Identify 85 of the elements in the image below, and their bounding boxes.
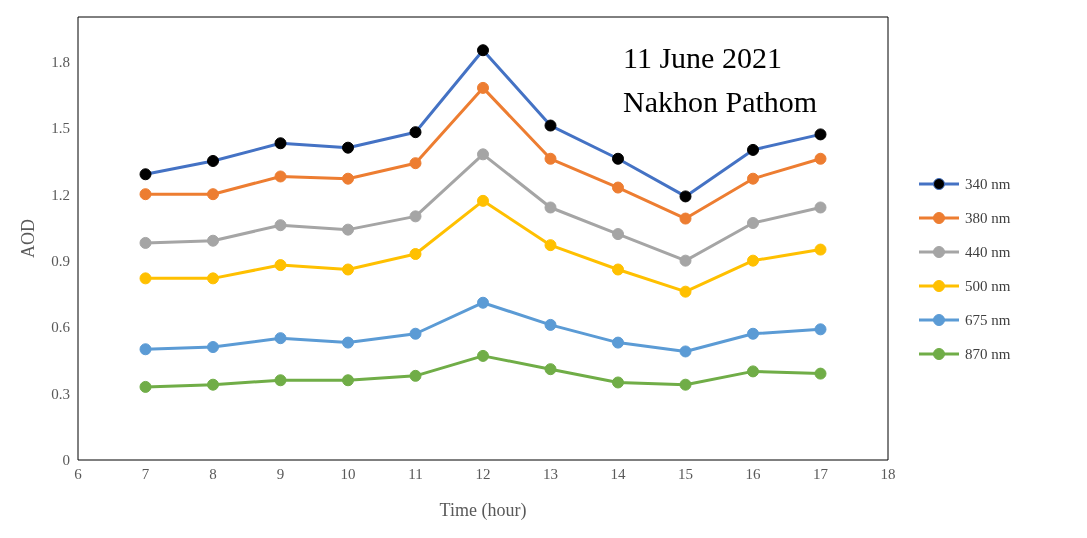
point	[342, 223, 354, 236]
point	[544, 152, 557, 165]
point	[544, 318, 557, 331]
point	[139, 236, 152, 249]
point	[139, 188, 152, 201]
x-tick-label: 18	[880, 465, 896, 482]
point	[747, 172, 759, 185]
x-tick-label: 9	[276, 465, 285, 482]
point	[747, 365, 759, 378]
point	[612, 376, 624, 389]
point	[612, 181, 624, 194]
x-tick-label: 16	[745, 465, 761, 482]
point	[139, 272, 152, 285]
legend-label: 870 nm	[965, 345, 1011, 363]
point	[409, 210, 422, 223]
point	[409, 369, 422, 382]
legend-label: 340 nm	[965, 175, 1011, 193]
x-tick-label: 7	[141, 465, 150, 482]
point	[544, 201, 557, 214]
point	[477, 349, 489, 362]
point	[207, 272, 219, 285]
point	[477, 81, 489, 94]
point	[814, 243, 827, 256]
point	[814, 152, 827, 165]
point	[274, 219, 287, 232]
y-tick-label: 0.6	[51, 319, 71, 336]
point	[679, 378, 692, 391]
y-tick-label: 1.8	[51, 53, 70, 70]
point	[477, 148, 489, 161]
x-tick-label: 11	[408, 465, 423, 482]
point	[747, 254, 759, 267]
point	[274, 374, 287, 387]
point	[612, 228, 624, 241]
point	[544, 239, 557, 252]
point	[409, 327, 422, 340]
point	[342, 374, 354, 387]
point	[342, 172, 354, 185]
x-axis-title: Time (hour)	[439, 500, 527, 521]
point	[612, 336, 624, 349]
point	[207, 234, 219, 247]
x-tick-label: 6	[74, 465, 83, 482]
point	[207, 378, 219, 391]
point	[814, 367, 827, 380]
point	[747, 217, 759, 229]
point	[679, 254, 692, 267]
point	[139, 343, 152, 356]
point	[207, 341, 219, 354]
legend-label: 500 nm	[965, 277, 1011, 295]
y-tick-label: 1.2	[51, 186, 70, 203]
y-tick-label: 0.9	[51, 252, 70, 269]
x-tick-label: 12	[475, 465, 491, 482]
point	[274, 259, 287, 272]
point	[274, 170, 287, 183]
annotation: 11 June 2021	[623, 40, 783, 76]
point	[409, 157, 422, 170]
point	[679, 212, 692, 225]
x-tick-label: 14	[610, 465, 626, 482]
point	[477, 194, 489, 207]
point	[409, 248, 422, 261]
point	[612, 263, 624, 276]
y-axis-title: AOD	[18, 219, 39, 258]
x-tick-label: 10	[340, 465, 356, 482]
point	[342, 263, 354, 276]
legend-label: 440 nm	[965, 243, 1011, 261]
legend-label: 675 nm	[965, 311, 1011, 329]
point	[274, 332, 287, 345]
point	[342, 336, 354, 349]
point	[814, 323, 827, 336]
y-tick-label: 0.3	[51, 385, 70, 402]
y-tick-label: 1.5	[51, 120, 70, 137]
point	[544, 363, 557, 376]
x-tick-label: 15	[678, 465, 693, 482]
x-tick-label: 17	[813, 465, 829, 482]
point	[814, 201, 827, 214]
x-tick-label: 8	[209, 465, 217, 482]
point	[679, 345, 692, 358]
x-tick-label: 13	[543, 465, 558, 482]
annotation: Nakhon Pathom	[623, 84, 818, 120]
point	[477, 296, 489, 309]
point	[139, 380, 152, 393]
point	[747, 327, 759, 340]
y-tick-label: 0	[62, 452, 70, 469]
point	[207, 188, 219, 201]
legend-label: 380 nm	[965, 209, 1011, 227]
point	[679, 285, 692, 298]
